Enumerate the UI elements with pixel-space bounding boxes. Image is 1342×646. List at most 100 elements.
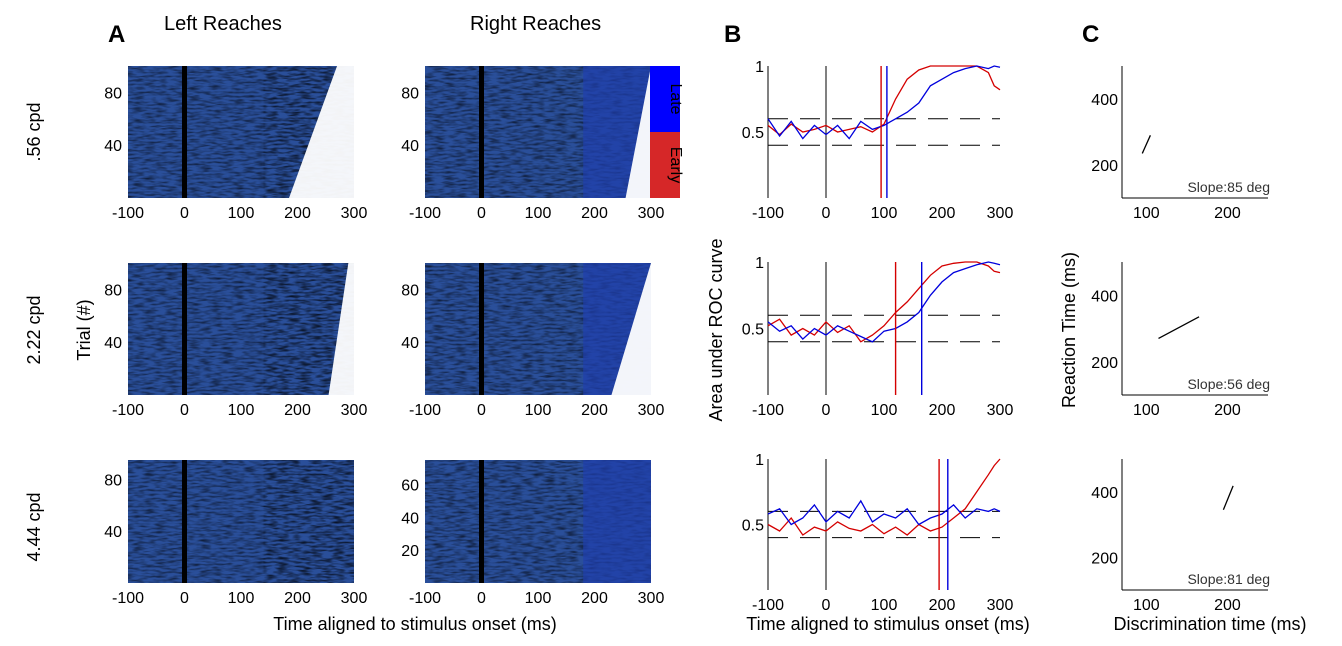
roc-ytick-label: 0.5 xyxy=(742,322,764,339)
row-label-056: .56 cpd xyxy=(24,102,44,161)
raster-xtick-label: 300 xyxy=(638,402,665,419)
raster-1-0 xyxy=(128,263,354,395)
raster-xtick-label: -100 xyxy=(409,205,441,222)
rt-xtick-label: 100 xyxy=(1133,597,1160,614)
raster-ytick-label: 40 xyxy=(104,524,122,541)
rt-regression-segment xyxy=(1141,135,1151,154)
axis-title-time-b: Time aligned to stimulus onset (ms) xyxy=(746,614,1029,634)
roc-panel-0 xyxy=(767,65,1001,198)
rt-ytick-label: 400 xyxy=(1091,92,1118,109)
rt-ytick-label: 200 xyxy=(1091,355,1118,372)
roc-xtick-label: 200 xyxy=(929,402,956,419)
roc-ytick-label: 1 xyxy=(755,452,764,469)
roc-xtick-label: 100 xyxy=(871,597,898,614)
legend-late-label: Late xyxy=(667,83,684,114)
roc-xtick-label: -100 xyxy=(752,205,784,222)
raster-ytick-label: 80 xyxy=(401,85,419,102)
roc-ytick-label: 1 xyxy=(755,59,764,76)
raster-xtick-label: 200 xyxy=(284,402,311,419)
raster-xtick-label: 200 xyxy=(581,590,608,607)
column-title-right: Right Reaches xyxy=(470,13,601,35)
roc-xtick-label: 200 xyxy=(929,597,956,614)
raster-xtick-label: 200 xyxy=(581,402,608,419)
raster-ytick-label: 40 xyxy=(401,138,419,155)
axis-title-rt: Reaction Time (ms) xyxy=(1059,252,1079,408)
roc-series-red xyxy=(767,65,1001,136)
rt-ytick-label: 400 xyxy=(1091,485,1118,502)
axis-title-roc: Area under ROC curve xyxy=(706,238,726,421)
raster-xtick-label: -100 xyxy=(112,590,144,607)
raster-xtick-label: -100 xyxy=(409,402,441,419)
raster-xtick-label: 300 xyxy=(638,205,665,222)
roc-xtick-label: 0 xyxy=(822,597,831,614)
raster-ytick-label: 60 xyxy=(401,478,419,495)
roc-ytick-label: 1 xyxy=(755,255,764,272)
roc-xtick-label: 0 xyxy=(822,402,831,419)
roc-xtick-label: 100 xyxy=(871,402,898,419)
column-title-left: Left Reaches xyxy=(164,13,282,35)
raster-xtick-label: 300 xyxy=(341,205,368,222)
raster-post-reach-region xyxy=(625,66,651,198)
axis-title-disc: Discrimination time (ms) xyxy=(1113,614,1306,634)
roc-ytick-label: 0.5 xyxy=(742,125,764,142)
raster-ytick-label: 80 xyxy=(104,282,122,299)
rt-ytick-label: 400 xyxy=(1091,288,1118,305)
legend-late-swatch xyxy=(650,66,680,132)
raster-ytick-label: 40 xyxy=(401,335,419,352)
raster-post-reach-region xyxy=(611,263,651,395)
roc-series-blue xyxy=(767,261,1001,343)
raster-ytick-label: 80 xyxy=(104,472,122,489)
raster-xtick-label: 0 xyxy=(180,590,189,607)
rt-xtick-label: 200 xyxy=(1214,402,1241,419)
slope-label: Slope:81 deg xyxy=(1187,571,1270,587)
roc-xtick-label: 300 xyxy=(987,597,1014,614)
raster-xtick-label: 0 xyxy=(477,205,486,222)
axis-title-trial: Trial (#) xyxy=(74,299,94,360)
raster-xtick-label: 0 xyxy=(180,205,189,222)
raster-ytick-label: 80 xyxy=(401,282,419,299)
roc-series-red xyxy=(767,458,1001,536)
raster-xtick-label: 0 xyxy=(477,590,486,607)
raster-xtick-label: 200 xyxy=(581,205,608,222)
raster-xtick-label: 100 xyxy=(228,590,255,607)
raster-post-reach-region xyxy=(328,263,354,395)
rt-xtick-label: 100 xyxy=(1133,402,1160,419)
rt-panel-1 xyxy=(1121,262,1268,396)
rt-xtick-label: 100 xyxy=(1133,205,1160,222)
legend-early-label: Early xyxy=(667,147,684,183)
rt-ytick-label: 200 xyxy=(1091,550,1118,567)
raster-ytick-label: 40 xyxy=(401,510,419,527)
panel-letter-a: A xyxy=(108,21,125,48)
panel-letter-b: B xyxy=(724,21,741,48)
raster-xtick-label: 200 xyxy=(284,205,311,222)
rt-panel-2 xyxy=(1121,459,1268,591)
raster-xtick-label: 100 xyxy=(525,205,552,222)
row-label-222: 2.22 cpd xyxy=(24,295,44,364)
raster-ytick-label: 20 xyxy=(401,543,419,560)
rt-regression-segment xyxy=(1222,485,1234,511)
roc-ytick-label: 0.5 xyxy=(742,518,764,535)
raster-xtick-label: 0 xyxy=(180,402,189,419)
raster-xtick-label: -100 xyxy=(112,402,144,419)
raster-xtick-label: 300 xyxy=(341,402,368,419)
axis-title-time-a: Time aligned to stimulus onset (ms) xyxy=(273,614,556,634)
raster-ytick-label: 40 xyxy=(104,138,122,155)
raster-xtick-label: 100 xyxy=(525,402,552,419)
roc-xtick-label: 200 xyxy=(929,205,956,222)
raster-1-1 xyxy=(425,263,651,395)
slope-label: Slope:85 deg xyxy=(1187,179,1270,195)
rt-xtick-label: 200 xyxy=(1214,205,1241,222)
roc-xtick-label: -100 xyxy=(752,402,784,419)
rt-panel-0 xyxy=(1121,66,1268,199)
raster-post-reach-region xyxy=(289,66,354,198)
roc-series-blue xyxy=(767,65,1001,140)
raster-xtick-label: 200 xyxy=(284,590,311,607)
row-label-444: 4.44 cpd xyxy=(24,492,44,561)
raster-0-0 xyxy=(128,66,354,198)
roc-panel-2 xyxy=(767,458,1001,590)
raster-xtick-label: 100 xyxy=(525,590,552,607)
raster-xtick-label: 100 xyxy=(228,205,255,222)
roc-xtick-label: 0 xyxy=(822,205,831,222)
slope-label: Slope:56 deg xyxy=(1187,376,1270,392)
